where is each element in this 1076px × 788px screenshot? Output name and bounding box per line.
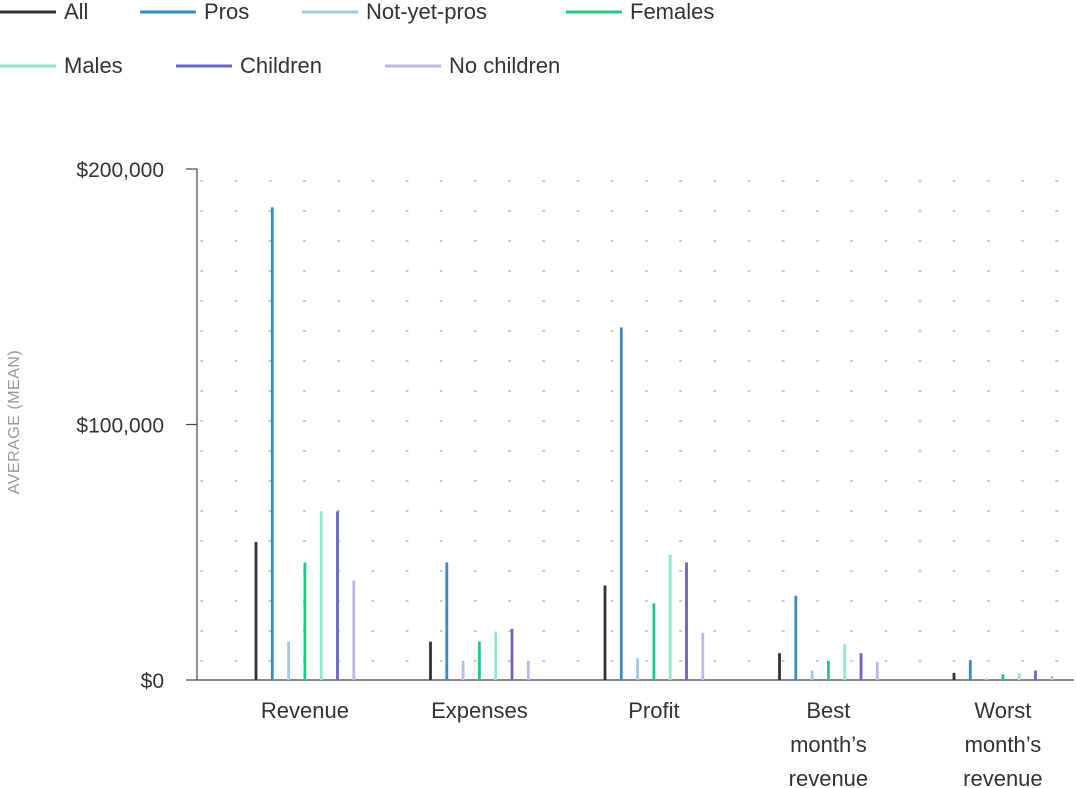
y-tick-label: $100,000 xyxy=(76,415,164,438)
bar xyxy=(1034,670,1037,680)
bar xyxy=(952,672,956,680)
legend-label: All xyxy=(64,0,88,24)
bar xyxy=(810,670,814,680)
bar xyxy=(636,658,639,680)
bar xyxy=(1001,674,1005,680)
bar xyxy=(985,678,988,680)
bar xyxy=(352,580,356,680)
bar xyxy=(336,511,339,680)
legend-label: Not-yet-pros xyxy=(366,0,487,24)
category-label: Best month’s revenue xyxy=(789,698,869,788)
axes xyxy=(196,169,1074,681)
bar xyxy=(619,327,623,680)
legend-item: Males xyxy=(0,53,123,78)
legend-item: Not-yet-pros xyxy=(302,0,487,24)
category-label-line: revenue xyxy=(789,766,869,788)
category-label-line: Best xyxy=(806,698,850,723)
legend-item: Females xyxy=(566,0,714,24)
bar xyxy=(1050,676,1054,680)
legend-label: Children xyxy=(240,53,322,78)
bar xyxy=(270,207,274,680)
legend-item: No children xyxy=(385,53,560,78)
category-label-line: Worst xyxy=(974,698,1031,723)
bar xyxy=(794,595,798,680)
category-label-line: month’s xyxy=(790,732,867,757)
category-label-line: Profit xyxy=(628,698,679,723)
bar xyxy=(494,631,498,680)
bar xyxy=(287,641,290,680)
legend-label: Males xyxy=(64,53,123,78)
bar xyxy=(1017,672,1021,680)
bar xyxy=(478,641,481,680)
bar xyxy=(968,660,972,680)
category-label: Revenue xyxy=(261,698,349,723)
bar xyxy=(526,660,530,680)
y-tick-label: $0 xyxy=(141,670,164,693)
bar xyxy=(668,554,672,680)
bar xyxy=(510,628,514,680)
bar xyxy=(701,632,705,680)
legend-label: Females xyxy=(630,0,714,24)
bar xyxy=(445,562,449,680)
y-axis-label: AVERAGE (MEAN) xyxy=(6,350,23,495)
grid xyxy=(200,180,1073,662)
category-label: Profit xyxy=(628,698,679,723)
legend-item: All xyxy=(0,0,88,24)
bars xyxy=(254,207,1054,680)
legend-label: Pros xyxy=(204,0,249,24)
category-label: Worst month’s revenue xyxy=(963,698,1043,788)
bar xyxy=(303,562,307,680)
legend: All Pros Not-yet-pros Females Males Children N… xyxy=(0,0,714,78)
category-label-line: revenue xyxy=(963,766,1043,788)
category-label-line: Expenses xyxy=(431,698,528,723)
bar xyxy=(875,662,879,680)
bar xyxy=(859,653,863,680)
category-label: Expenses xyxy=(431,698,528,723)
bar xyxy=(685,562,688,680)
bar xyxy=(652,603,656,680)
category-label-line: Revenue xyxy=(261,698,349,723)
y-tick-label: $200,000 xyxy=(76,159,164,182)
bar xyxy=(603,585,607,680)
y-tick-labels: $0 $100,000 $200,000 xyxy=(76,159,197,693)
bar xyxy=(254,542,258,680)
bar xyxy=(429,641,432,680)
bar xyxy=(843,644,847,680)
bar xyxy=(461,660,465,680)
category-label-line: month’s xyxy=(965,732,1042,757)
legend-item: Children xyxy=(176,53,322,78)
bar xyxy=(827,660,830,680)
legend-label: No children xyxy=(449,53,560,78)
bar xyxy=(319,511,323,680)
legend-item: Pros xyxy=(140,0,249,24)
bar xyxy=(778,653,781,680)
category-labels: Revenue Expenses Profit Best month’s revenueW… xyxy=(261,698,1043,788)
